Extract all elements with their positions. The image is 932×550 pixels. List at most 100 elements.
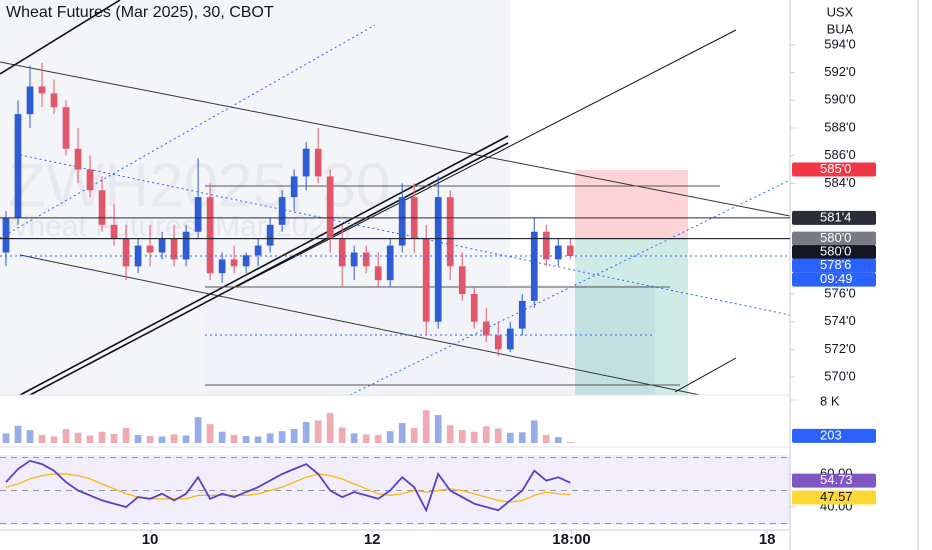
volume-tag — [792, 428, 876, 443]
volume-bar — [554, 437, 562, 443]
chart-title: Wheat Futures (Mar 2025), 30, CBOT — [6, 4, 274, 21]
rsi-tag — [792, 490, 876, 505]
y-tick-label: 576'0 — [824, 285, 855, 300]
target-zone — [575, 240, 688, 395]
candle-body — [98, 190, 106, 225]
candle-body — [506, 328, 514, 350]
candle-body — [38, 86, 46, 94]
trend-line — [674, 357, 737, 393]
candle-body — [74, 148, 82, 170]
candle-body — [566, 245, 574, 256]
volume-bar — [254, 436, 262, 443]
candle-body — [446, 197, 454, 267]
volume-bar — [326, 412, 334, 443]
axis-unit: USX — [827, 4, 854, 19]
volume-bar — [482, 426, 490, 443]
volume-bar — [38, 434, 46, 443]
candle-body — [26, 86, 34, 115]
candle-body — [458, 266, 466, 295]
volume-bar — [110, 433, 118, 443]
y-tick-label: 594'0 — [824, 36, 855, 51]
candle-body — [494, 335, 502, 350]
price-tag-label: 585'0 — [820, 161, 851, 176]
candle-body — [146, 245, 154, 253]
rsi-background — [0, 455, 790, 525]
trend-line — [349, 179, 791, 396]
volume-bar — [410, 427, 418, 443]
volume-bar — [278, 431, 286, 443]
volume-bar — [542, 434, 550, 443]
trend-line — [0, 0, 121, 75]
volume-bar — [194, 417, 202, 443]
candle-body — [50, 93, 58, 108]
x-tick-label: 18:00 — [552, 531, 590, 548]
volume-bar — [86, 435, 94, 443]
price-tag — [792, 258, 876, 273]
candle-body — [242, 255, 250, 267]
price-tag — [792, 245, 876, 260]
volume-bar — [446, 425, 454, 443]
volume-bar — [218, 431, 226, 443]
y-tick-label: 588'0 — [824, 119, 855, 134]
rsi-line — [5, 459, 571, 513]
countdown-tag — [792, 272, 876, 287]
volume-bar — [122, 427, 130, 443]
candle-body — [326, 176, 334, 239]
volume-bar — [518, 432, 526, 443]
candle-body — [14, 114, 22, 218]
candle-body — [482, 321, 490, 336]
price-tag-label: 578'6 — [820, 257, 851, 272]
candle-body — [2, 217, 10, 253]
stop-zone — [575, 170, 688, 240]
rsi-tag — [792, 473, 876, 488]
y-tick-label: 574'0 — [824, 313, 855, 328]
y-tick-label: 592'0 — [824, 64, 855, 79]
candle-body — [206, 197, 214, 274]
volume-bar — [338, 427, 346, 443]
volume-bar — [494, 428, 502, 443]
range-shade — [205, 285, 655, 395]
trend-line — [29, 142, 509, 396]
candle-body — [218, 259, 226, 274]
volume-bar — [470, 431, 478, 443]
candle-body — [530, 231, 538, 301]
candle-body — [554, 245, 562, 260]
price-tag — [792, 210, 876, 225]
rsi-tag-label: 47.57 — [820, 489, 853, 504]
volume-bar — [386, 431, 394, 443]
candle-body — [362, 252, 370, 267]
candle-body — [158, 238, 166, 253]
x-tick-label: 10 — [142, 531, 159, 548]
candle-body — [314, 148, 322, 177]
volume-bar — [530, 420, 538, 443]
candle-body — [110, 224, 118, 239]
price-tag-label: 580'0 — [820, 230, 851, 245]
candle-body — [290, 176, 298, 198]
volume-bar — [26, 430, 34, 443]
x-tick-label: 18 — [759, 531, 776, 548]
candle-body — [122, 238, 130, 267]
candle-body — [170, 238, 178, 260]
candle-body — [134, 245, 142, 267]
candle-body — [254, 245, 262, 256]
candle-body — [398, 197, 406, 246]
volume-bar — [170, 434, 178, 443]
volume-bar — [242, 436, 250, 443]
volume-bar — [362, 434, 370, 443]
candle-body — [338, 238, 346, 267]
volume-bar — [266, 433, 274, 443]
rsi-ma-line — [5, 473, 571, 503]
y-tick-label: 8 K — [820, 393, 840, 408]
axis-unit: BUA — [827, 21, 854, 36]
trend-line — [19, 154, 791, 316]
volume-bar — [314, 420, 322, 443]
trend-line — [235, 29, 737, 288]
volume-bar — [134, 434, 142, 443]
trend-line — [0, 24, 376, 239]
y-tick-label: 570'0 — [824, 368, 855, 383]
volume-bar — [230, 434, 238, 443]
price-tag-label: 581'4 — [820, 209, 851, 224]
y-tick-label: 572'0 — [824, 341, 855, 356]
candle-body — [182, 231, 190, 260]
